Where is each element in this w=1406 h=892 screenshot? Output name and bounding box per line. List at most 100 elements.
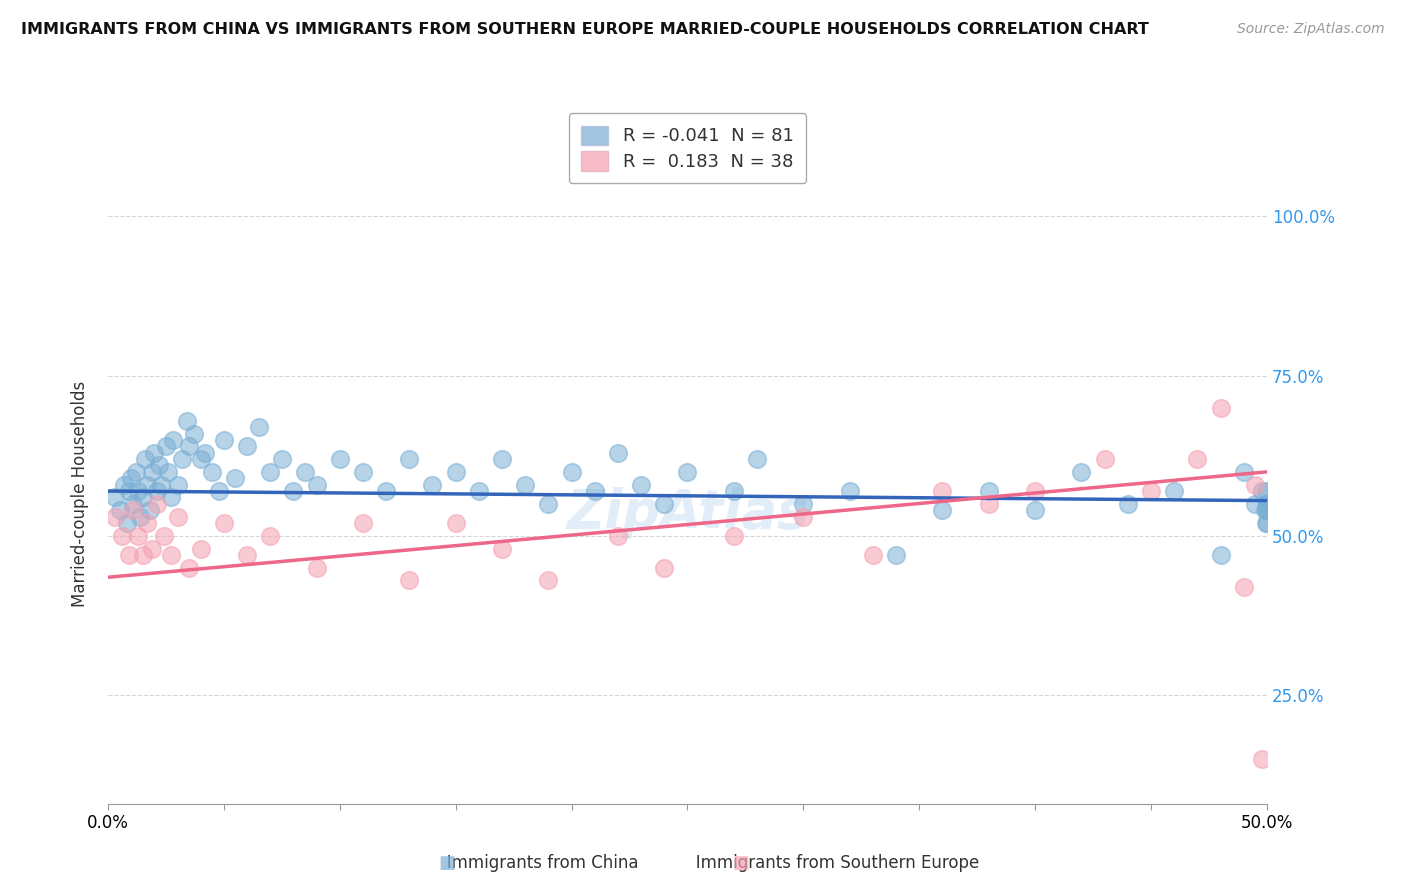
Point	[145, 497, 167, 511]
Point	[561, 465, 583, 479]
Point	[515, 477, 537, 491]
Point	[305, 560, 328, 574]
Point	[884, 548, 907, 562]
Point	[183, 426, 205, 441]
Point	[259, 529, 281, 543]
Point	[792, 497, 814, 511]
Point	[270, 452, 292, 467]
Point	[1209, 548, 1232, 562]
Point	[118, 548, 141, 562]
Point	[606, 446, 628, 460]
Point	[723, 529, 745, 543]
Point	[141, 541, 163, 556]
Point	[141, 465, 163, 479]
Point	[179, 560, 201, 574]
Text: IMMIGRANTS FROM CHINA VS IMMIGRANTS FROM SOUTHERN EUROPE MARRIED-COUPLE HOUSEHOL: IMMIGRANTS FROM CHINA VS IMMIGRANTS FROM…	[21, 22, 1149, 37]
Point	[150, 477, 173, 491]
Legend: R = -0.041  N = 81, R =  0.183  N = 38: R = -0.041 N = 81, R = 0.183 N = 38	[568, 113, 806, 184]
Point	[931, 483, 953, 498]
Text: ZipAtlas: ZipAtlas	[567, 487, 808, 539]
Point	[166, 509, 188, 524]
Text: ■: ■	[439, 855, 456, 872]
Point	[259, 465, 281, 479]
Point	[159, 548, 181, 562]
Point	[176, 414, 198, 428]
Point	[1209, 401, 1232, 415]
Point	[104, 491, 127, 505]
Text: Source: ZipAtlas.com: Source: ZipAtlas.com	[1237, 22, 1385, 37]
Point	[1233, 580, 1256, 594]
Point	[179, 439, 201, 453]
Point	[155, 439, 177, 453]
Point	[129, 509, 152, 524]
Point	[118, 483, 141, 498]
Point	[1256, 497, 1278, 511]
Point	[792, 509, 814, 524]
Text: Immigrants from China: Immigrants from China	[430, 855, 638, 872]
Point	[208, 483, 231, 498]
Point	[212, 433, 235, 447]
Point	[145, 483, 167, 498]
Point	[468, 483, 491, 498]
Point	[606, 529, 628, 543]
Point	[329, 452, 352, 467]
Point	[1024, 483, 1046, 498]
Y-axis label: Married-couple Households: Married-couple Households	[72, 381, 89, 607]
Point	[112, 477, 135, 491]
Point	[375, 483, 398, 498]
Point	[111, 529, 134, 543]
Point	[352, 465, 374, 479]
Point	[537, 497, 560, 511]
Point	[1244, 497, 1267, 511]
Point	[630, 477, 652, 491]
Point	[352, 516, 374, 530]
Point	[125, 465, 148, 479]
Point	[1244, 477, 1267, 491]
Point	[1256, 483, 1278, 498]
Point	[127, 483, 149, 498]
Point	[838, 483, 860, 498]
Point	[1251, 752, 1274, 766]
Point	[148, 458, 170, 473]
Point	[127, 529, 149, 543]
Point	[108, 503, 131, 517]
Point	[1070, 465, 1092, 479]
Point	[194, 446, 217, 460]
Point	[444, 465, 467, 479]
Point	[283, 483, 305, 498]
Point	[398, 574, 420, 588]
Point	[1256, 503, 1278, 517]
Point	[136, 477, 159, 491]
Point	[652, 560, 675, 574]
Point	[1256, 516, 1278, 530]
Point	[745, 452, 768, 467]
Point	[1233, 465, 1256, 479]
Point	[247, 420, 270, 434]
Point	[190, 541, 212, 556]
Point	[537, 574, 560, 588]
Point	[1256, 497, 1278, 511]
Point	[212, 516, 235, 530]
Point	[723, 483, 745, 498]
Point	[166, 477, 188, 491]
Point	[104, 509, 127, 524]
Text: ■: ■	[733, 855, 749, 872]
Point	[491, 452, 513, 467]
Point	[305, 477, 328, 491]
Point	[931, 503, 953, 517]
Point	[132, 491, 155, 505]
Text: Immigrants from Southern Europe: Immigrants from Southern Europe	[681, 855, 979, 872]
Point	[143, 446, 166, 460]
Point	[224, 471, 246, 485]
Point	[652, 497, 675, 511]
Point	[1256, 503, 1278, 517]
Point	[162, 433, 184, 447]
Point	[1253, 503, 1275, 517]
Point	[115, 516, 138, 530]
Point	[1024, 503, 1046, 517]
Point	[583, 483, 606, 498]
Point	[1254, 516, 1277, 530]
Point	[491, 541, 513, 556]
Point	[236, 439, 259, 453]
Point	[190, 452, 212, 467]
